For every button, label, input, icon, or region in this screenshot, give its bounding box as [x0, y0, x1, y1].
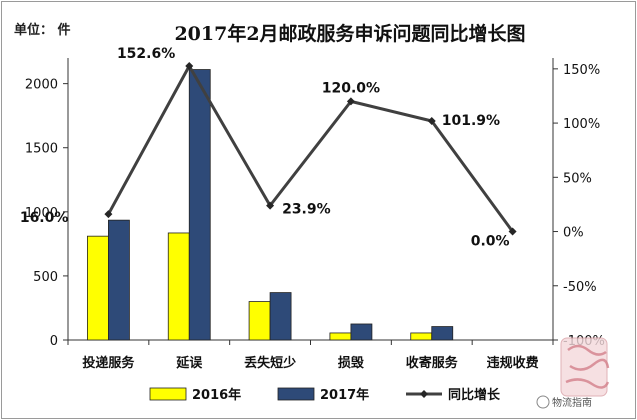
bar-2016: [329, 332, 352, 341]
x-category-label: 违规收费: [487, 355, 539, 371]
legend-swatch-2017: [277, 387, 315, 401]
x-category-label: 投递服务: [82, 355, 135, 371]
y-right-tick-label: 0%: [563, 226, 584, 241]
legend-swatch-2016: [149, 387, 187, 401]
y-left-tick-label: 500: [33, 270, 58, 285]
y-right-tick-label: -50%: [563, 280, 597, 295]
x-category-label: 延误: [175, 355, 203, 371]
growth-marker: [266, 201, 275, 210]
bar-2017: [108, 219, 130, 341]
unit-label: 单位： 件: [14, 22, 71, 38]
y-right-tick-label: 100%: [563, 117, 600, 132]
data-label: 0.0%: [471, 234, 510, 250]
bar-2017: [188, 69, 211, 341]
bar-2016: [410, 332, 433, 341]
x-category-label: 丢失短少: [244, 355, 296, 371]
watermark-caption: 物流指南: [552, 396, 592, 409]
data-label: 23.9%: [282, 202, 331, 218]
x-category-label: 损毁: [338, 355, 365, 371]
legend-label: 2017年: [320, 387, 369, 403]
bar-2016: [87, 235, 109, 341]
bar-2016: [248, 301, 271, 341]
bar-2017: [431, 326, 454, 341]
growth-marker: [185, 62, 194, 71]
growth-marker: [346, 97, 355, 106]
data-label: 16.0%: [20, 210, 69, 226]
growth-line: [107, 64, 514, 233]
growth-marker: [508, 227, 517, 236]
legend-label: 2016年: [192, 387, 241, 403]
watermark-wechat-icon: [536, 395, 550, 409]
x-category-label: 收寄服务: [406, 355, 459, 371]
watermark-seal-strokes: [565, 344, 610, 389]
bar-2016: [167, 232, 190, 341]
bar-2017: [350, 323, 373, 341]
y-right-tick-label: 50%: [563, 171, 592, 186]
y-left-tick-label: 2000: [25, 78, 58, 93]
legend-label: 同比增长: [448, 387, 501, 403]
data-label: 120.0%: [322, 80, 380, 96]
data-label: 101.9%: [442, 113, 500, 129]
y-left-tick-label: 1500: [25, 142, 58, 157]
y-left-tick-label: 1000: [25, 206, 58, 221]
growth-marker: [427, 117, 436, 126]
bar-2017: [269, 292, 292, 341]
chart-title: 2017年2月邮政服务申诉问题同比增长图: [174, 22, 525, 45]
legend-line-marker: [420, 390, 428, 398]
y-right-tick-label: 150%: [563, 63, 600, 78]
data-label: 152.6%: [117, 46, 175, 62]
y-left-tick-label: 0: [50, 334, 58, 349]
growth-marker: [104, 210, 113, 219]
